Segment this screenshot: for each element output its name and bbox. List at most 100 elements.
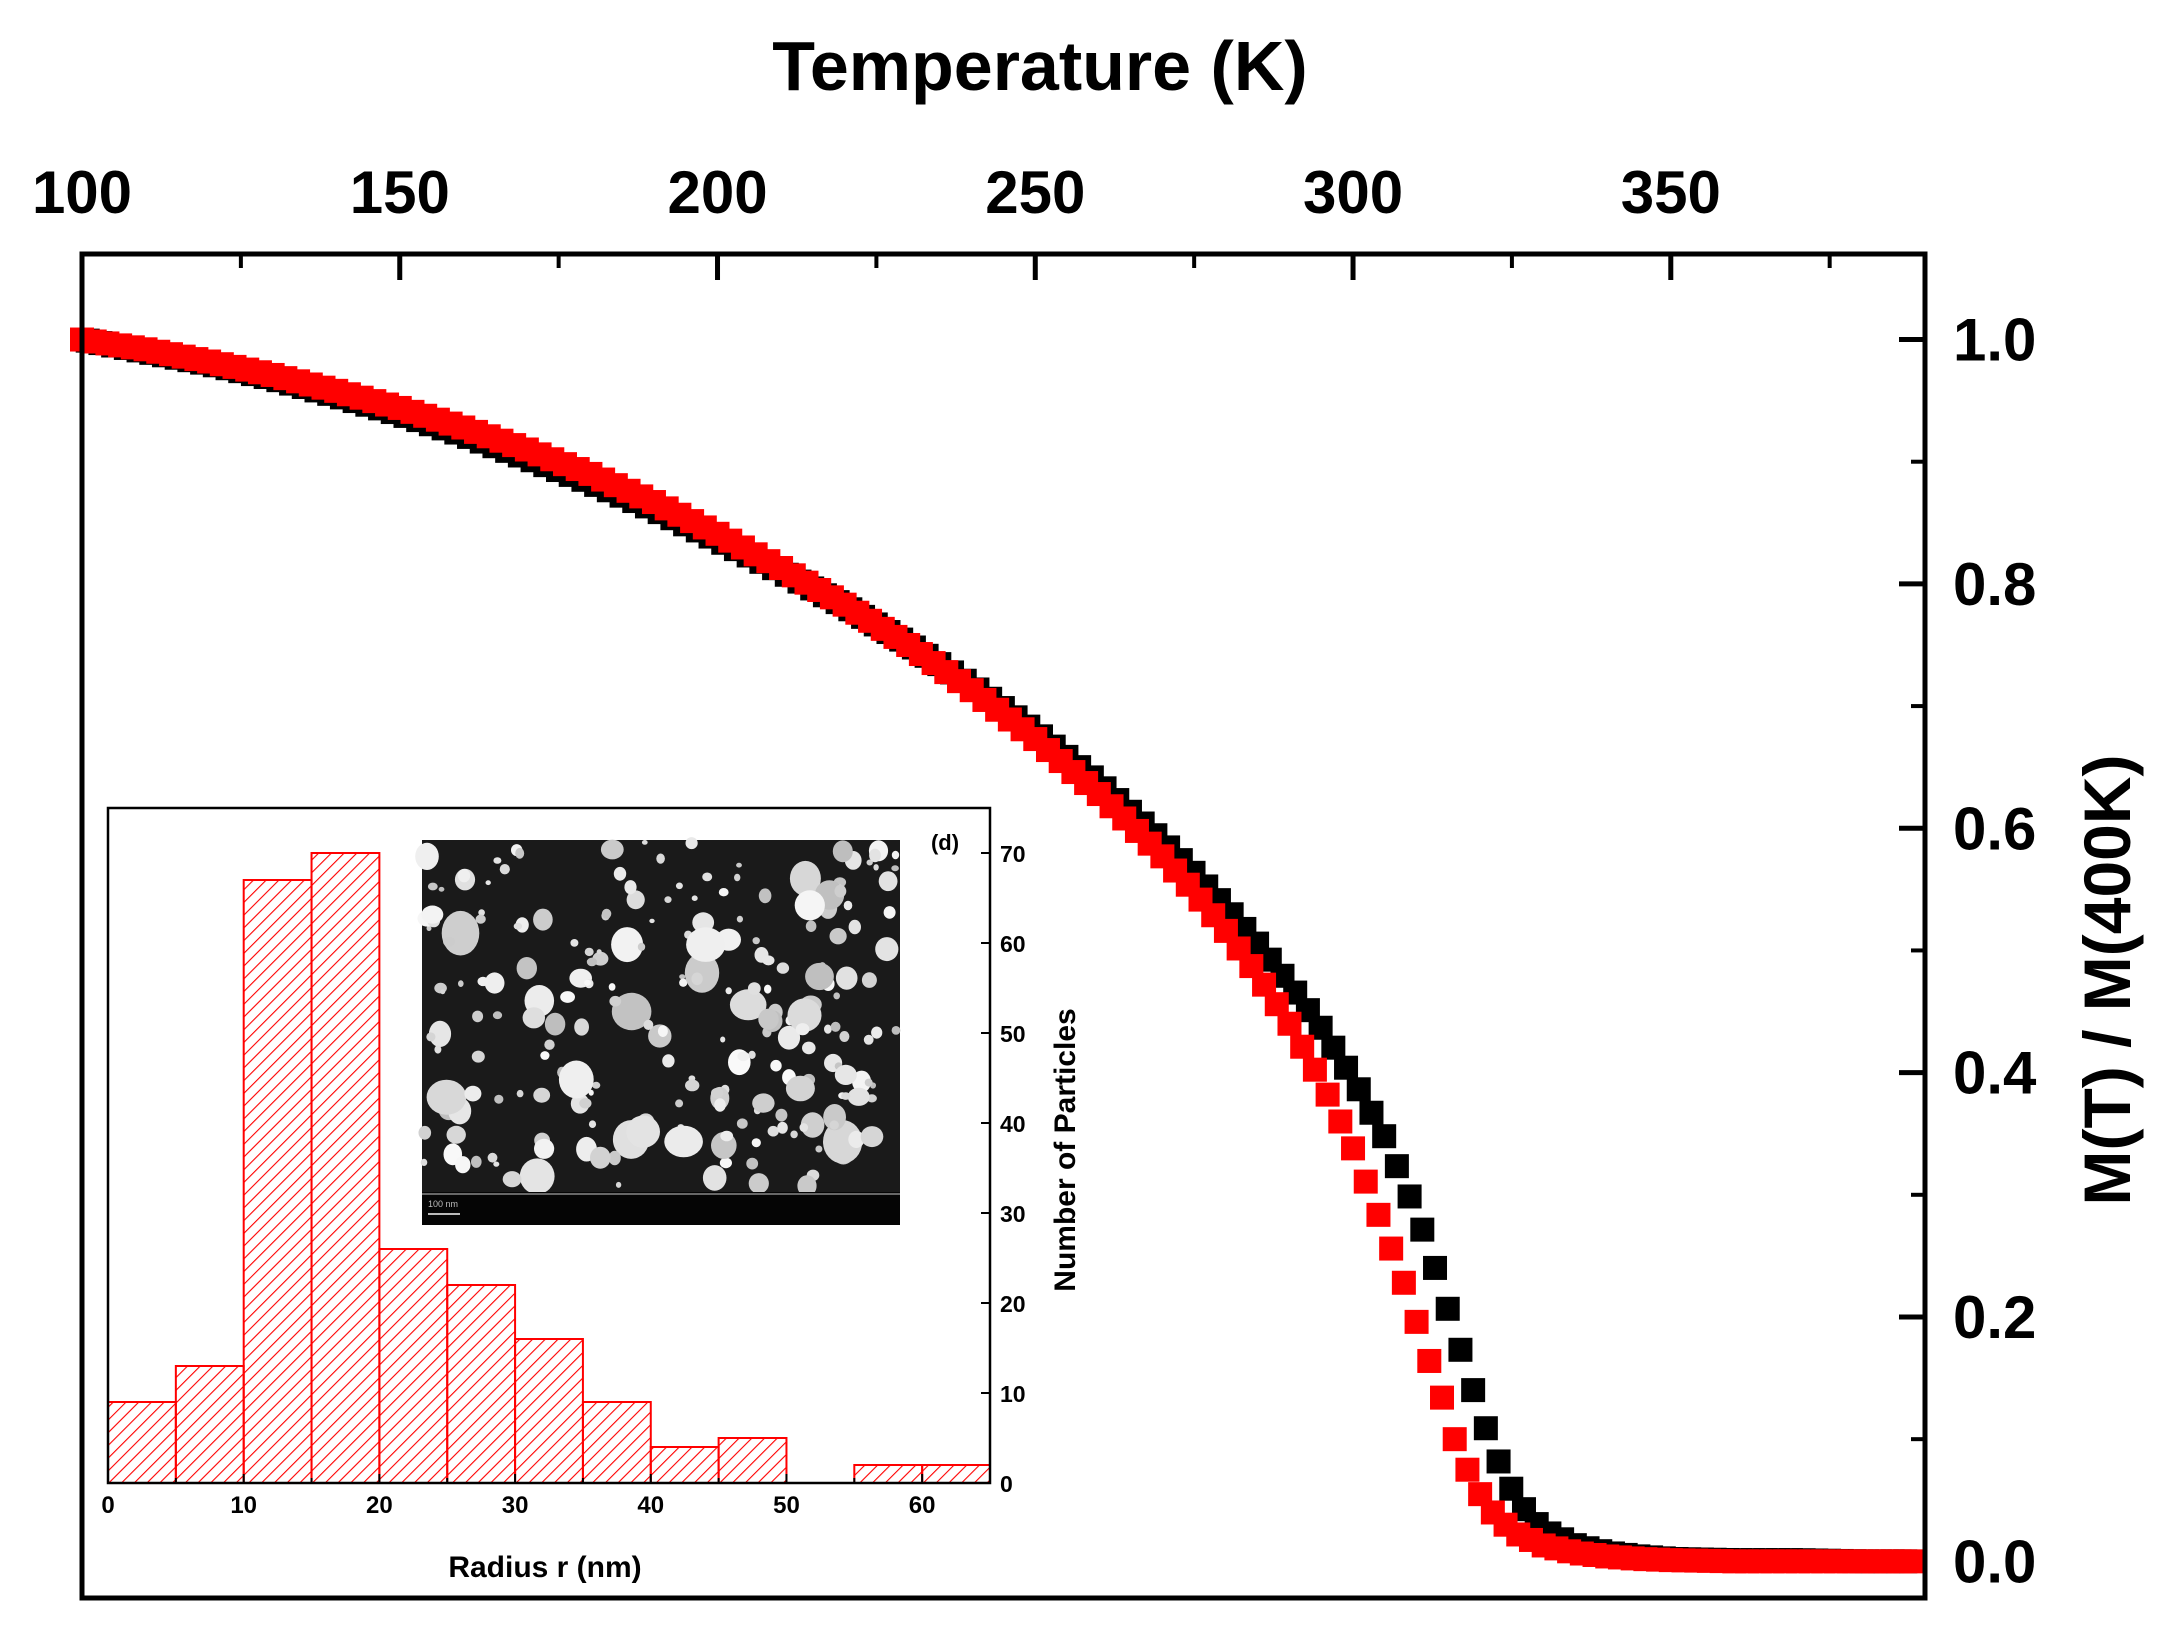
sem-particle (835, 966, 858, 990)
sem-particle (588, 1120, 597, 1128)
histogram-bar (514, 1338, 584, 1484)
inset-y-tick-label: 60 (1000, 931, 1026, 957)
sem-particle (790, 1130, 798, 1139)
sem-particle (861, 972, 877, 988)
sem-particle (475, 914, 486, 924)
sem-particle (848, 1130, 865, 1148)
sem-particle (795, 1023, 810, 1036)
sem-particle (484, 972, 505, 994)
sem-particle (590, 1146, 611, 1169)
sem-particle (664, 896, 672, 903)
sem-particle (427, 882, 438, 891)
histogram-bar (174, 1365, 245, 1484)
sem-particle (418, 1125, 432, 1140)
data-point (1391, 1270, 1416, 1295)
inset-x-tick-label: 10 (230, 1492, 257, 1519)
sem-particle (869, 848, 881, 863)
data-point (1315, 1082, 1340, 1107)
sem-particle (662, 1054, 675, 1068)
sem-particle (464, 1085, 482, 1102)
sem-particle (685, 837, 698, 850)
histogram-bars (107, 852, 992, 1484)
sem-particle (443, 936, 455, 947)
sem-particle (702, 872, 713, 882)
sem-particle (834, 884, 847, 898)
sem-particle (428, 1020, 452, 1047)
data-point (1448, 1337, 1473, 1362)
sem-particles (415, 837, 901, 1197)
sem-particle (679, 978, 688, 987)
data-point (1455, 1457, 1480, 1482)
sem-particle (720, 1036, 726, 1043)
sem-particle (579, 1098, 592, 1109)
sem-particle (823, 1120, 863, 1164)
sem-particle (533, 908, 553, 931)
sem-particle (729, 989, 767, 1021)
data-point (1384, 1154, 1409, 1179)
sem-particle (736, 915, 744, 923)
sem-particle (691, 895, 698, 901)
inset-y-tick-label: 30 (1000, 1201, 1026, 1227)
sem-particle (751, 1138, 761, 1148)
inset-axis-ticks: 0 10 20 30 40 50 60 0 10 20 30 40 50 60 70 (101, 841, 1025, 1519)
sem-particle (649, 918, 655, 924)
sem-particle (832, 840, 853, 863)
sem-particle (434, 1045, 442, 1054)
sem-particle (725, 987, 732, 995)
sem-particle (458, 980, 464, 987)
inset-x-tick-label: 60 (909, 1492, 936, 1519)
histogram-bar (853, 1464, 924, 1484)
sem-particle (824, 1024, 832, 1034)
data-point (1277, 1011, 1302, 1036)
sem-particle (718, 888, 729, 897)
sem-particle (637, 942, 646, 952)
x-tick-label: 300 (1303, 159, 1403, 226)
inset-y-tick-label: 0 (1000, 1471, 1013, 1497)
sem-particle (767, 1125, 779, 1137)
sem-particle (805, 920, 817, 932)
x-tick-label: 350 (1621, 159, 1721, 226)
sem-particle (714, 1098, 726, 1112)
sem-particle (515, 847, 525, 859)
sem-particle (643, 1019, 654, 1030)
y-tick-label: 0.2 (1953, 1284, 2036, 1351)
data-point (1442, 1427, 1467, 1452)
sem-particle (679, 974, 686, 980)
sem-particle (584, 979, 591, 986)
sem-particle (471, 1155, 482, 1168)
sem-particle (516, 957, 537, 980)
sem-particle (574, 1018, 589, 1036)
sem-particle (691, 972, 703, 986)
sem-particle (720, 1130, 734, 1142)
data-point (1341, 1136, 1366, 1161)
sem-particle (752, 1093, 775, 1113)
sem-particle (513, 922, 523, 930)
sem-particle (421, 905, 444, 924)
sem-particle (544, 1012, 566, 1036)
sem-particle (891, 850, 900, 860)
data-point (1328, 1109, 1353, 1134)
sem-particle (702, 1165, 727, 1191)
inset-x-tick-label: 50 (773, 1492, 800, 1519)
sem-particle (478, 909, 485, 916)
sem-scale-label: 100 nm (428, 1199, 458, 1209)
sem-particle (866, 859, 873, 866)
sem-particle (584, 947, 594, 957)
sem-particle (777, 1025, 801, 1050)
data-point (1435, 1296, 1460, 1321)
data-point (1302, 1057, 1327, 1082)
sem-particle (834, 1064, 857, 1085)
data-point (1359, 1100, 1384, 1125)
main-y-axis-title: M(T) / M(400K) (2070, 755, 2144, 1206)
sem-particle (675, 1099, 684, 1108)
inset-y-tick-label: 40 (1000, 1111, 1026, 1137)
sem-particle (829, 1120, 839, 1130)
sem-particle (499, 864, 510, 875)
sem-particle (815, 1145, 823, 1153)
sem-particle (839, 1031, 850, 1042)
sem-particle (457, 868, 471, 883)
sem-micrograph: 100 nm (415, 837, 901, 1225)
histogram-inset: 0 10 20 30 40 50 60 0 10 20 30 40 50 60 70 (d) Radius … (101, 806, 1082, 1584)
sem-particle (758, 888, 772, 904)
